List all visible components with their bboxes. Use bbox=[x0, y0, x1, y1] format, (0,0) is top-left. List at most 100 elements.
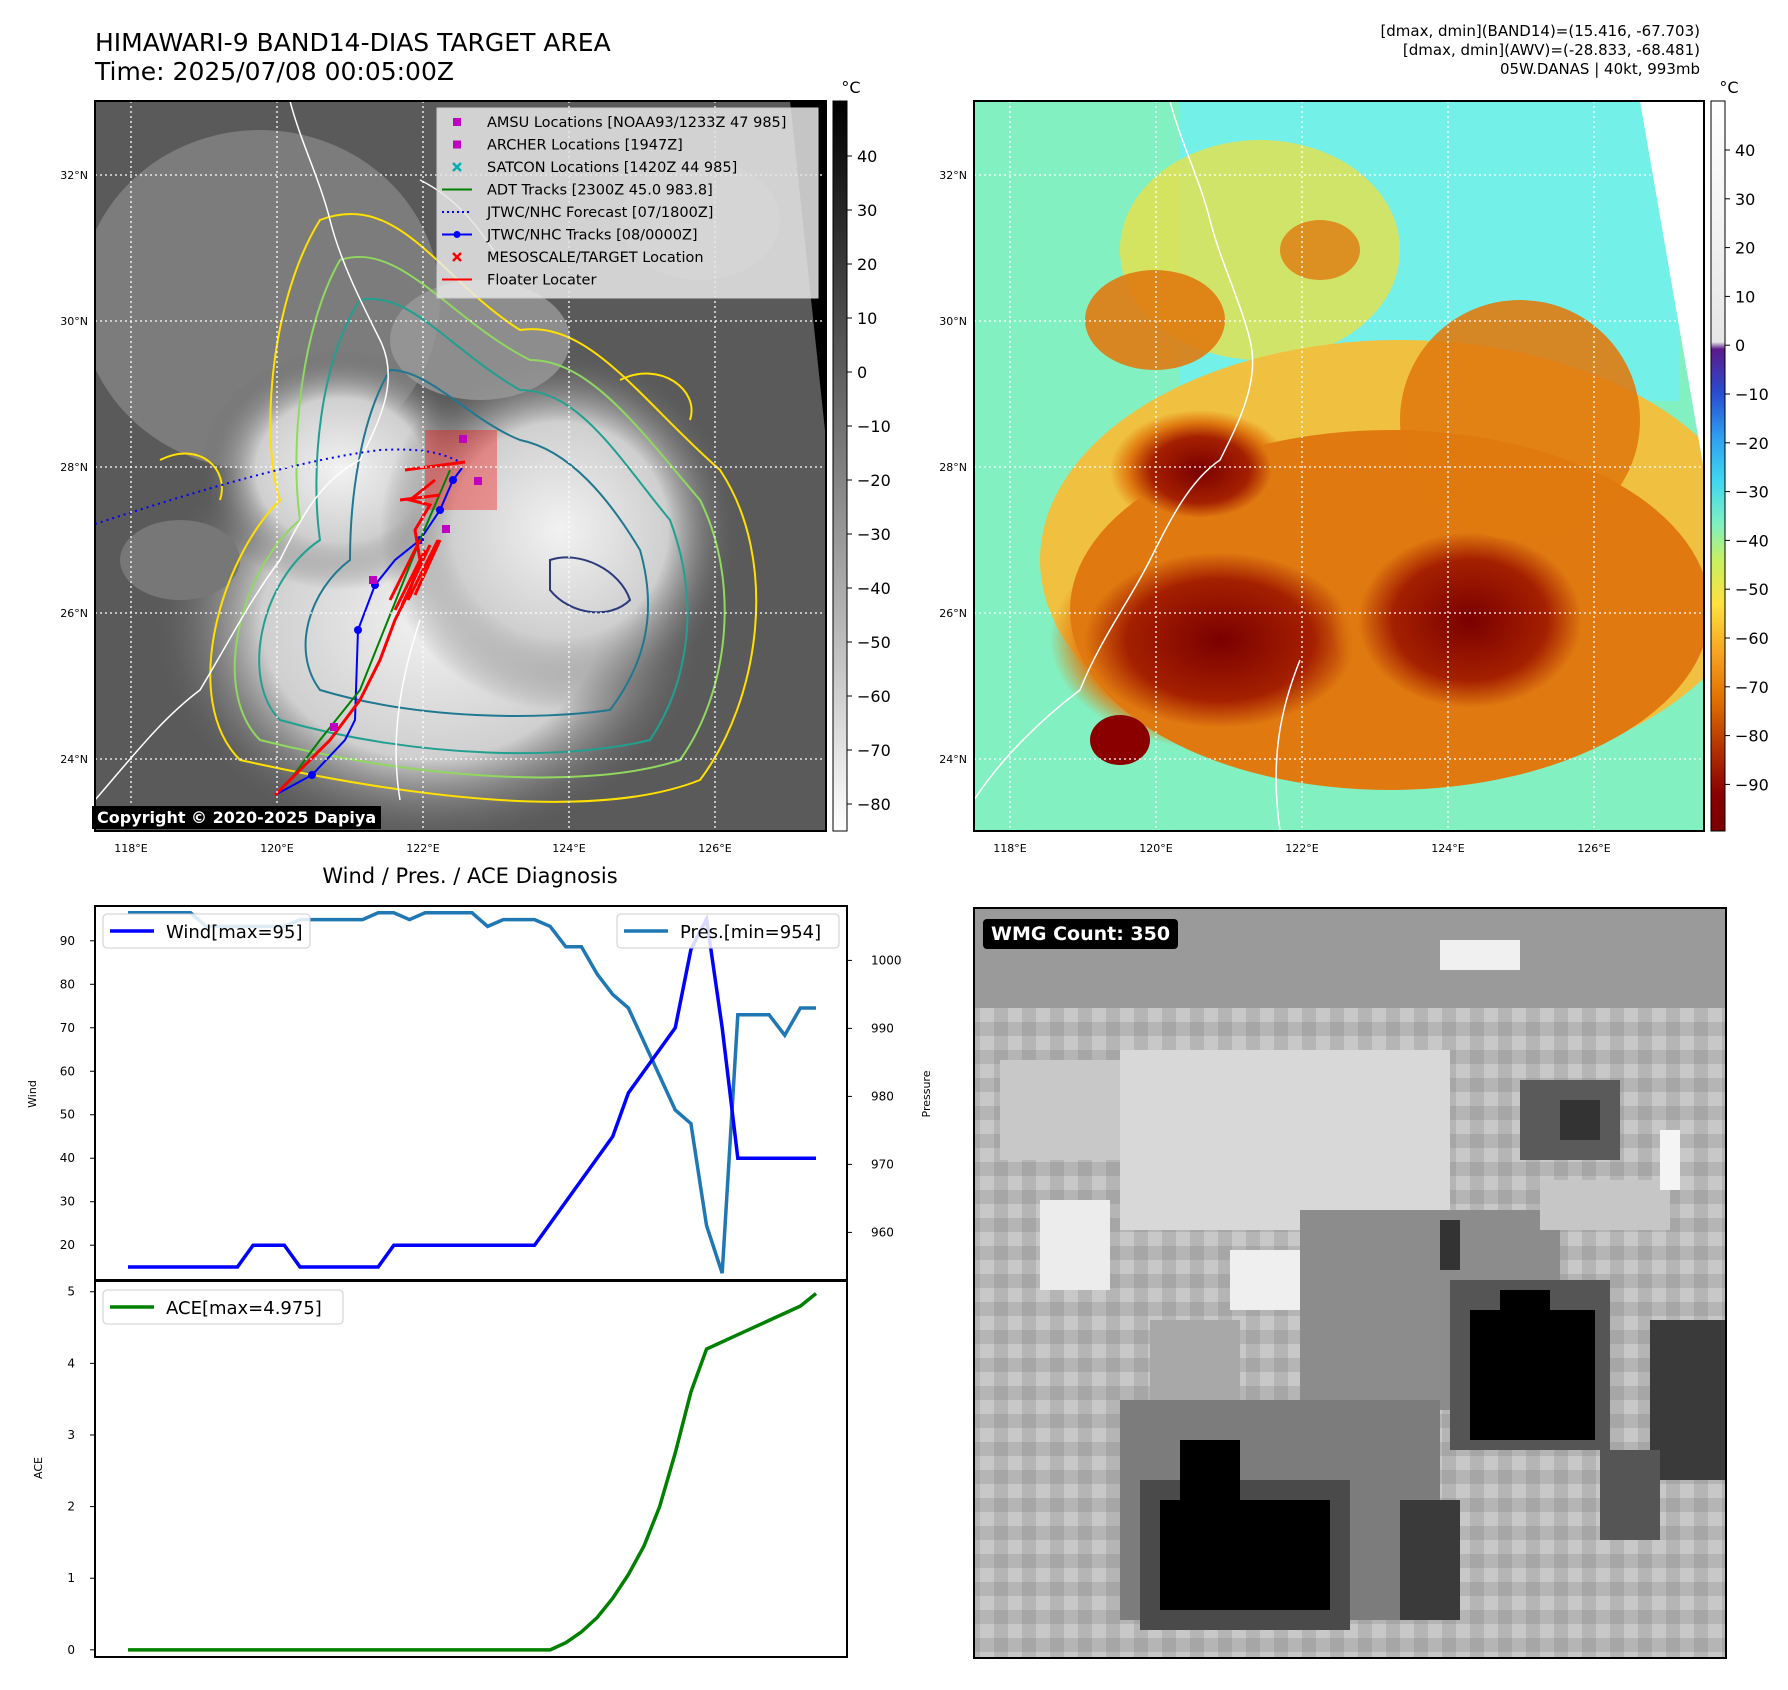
colorbar-tick-label: −80 bbox=[1735, 727, 1769, 746]
ace-legend: ACE[max=4.975] bbox=[102, 1289, 344, 1325]
lat-label: 30°N bbox=[60, 315, 88, 328]
legend-label: ADT Tracks [2300Z 45.0 983.8] bbox=[487, 183, 713, 199]
wind-tick-label: 70 bbox=[60, 1021, 75, 1035]
wind-legend: Wind[max=95] bbox=[102, 913, 311, 949]
lat-label: 32°N bbox=[939, 169, 967, 182]
map-time: Time: 2025/07/08 00:05:00Z bbox=[95, 57, 454, 86]
lat-label: 30°N bbox=[939, 315, 967, 328]
lon-label: 126°E bbox=[1577, 842, 1610, 855]
storm-info: 05W.DANAS | 40kt, 993mb bbox=[1499, 60, 1700, 78]
legend-label: ARCHER Locations [1947Z] bbox=[487, 138, 683, 154]
colorbar-tick-label: 20 bbox=[1735, 239, 1755, 258]
colorbar-tick-label: 40 bbox=[1735, 141, 1755, 160]
colorbar-tick-label: 30 bbox=[857, 201, 877, 220]
ace-tick-label: 0 bbox=[67, 1643, 75, 1657]
wmg-imagery bbox=[974, 908, 1726, 1658]
legend-marker-dot bbox=[453, 231, 461, 238]
colorbar-tick-label: −40 bbox=[1735, 531, 1769, 550]
colorbar-tick-label: −50 bbox=[1735, 580, 1769, 599]
colorbar-tick-label: −70 bbox=[1735, 678, 1769, 697]
lat-label: 26°N bbox=[939, 607, 967, 620]
colorbar-tick-label: 20 bbox=[857, 255, 877, 274]
wind-tick-label: 40 bbox=[60, 1151, 75, 1165]
lat-label: 32°N bbox=[60, 169, 88, 182]
wind-pressure-axes bbox=[94, 905, 848, 1281]
wind-tick-label: 90 bbox=[60, 934, 75, 948]
legend-entry: Floater Locater bbox=[442, 273, 596, 289]
colorbar-tick-label: 10 bbox=[857, 309, 877, 328]
diagnosis-title: Wind / Pres. / ACE Diagnosis bbox=[322, 864, 617, 888]
ace-series-line bbox=[128, 1292, 818, 1652]
wind-tick-label: 60 bbox=[60, 1064, 75, 1078]
colorbar-tick-label: −80 bbox=[857, 795, 891, 814]
lat-label: 26°N bbox=[60, 607, 88, 620]
pressure-axis-label: Pressure bbox=[920, 1070, 933, 1117]
lon-label: 120°E bbox=[1139, 842, 1172, 855]
legend-marker-x bbox=[452, 162, 462, 172]
pressure-tick-label: 980 bbox=[871, 1089, 894, 1103]
colorbar-tick-label: 0 bbox=[1735, 336, 1745, 355]
lon-label: 118°E bbox=[114, 842, 147, 855]
wmg-count-badge: WMG Count: 350 bbox=[983, 919, 1179, 949]
legend-label: MESOSCALE/TARGET Location bbox=[487, 250, 704, 266]
legend-entry: MESOSCALE/TARGET Location bbox=[452, 250, 704, 266]
band14-stats: [dmax, dmin](BAND14)=(15.416, -67.703) bbox=[1380, 22, 1700, 40]
colorbar-tick-label: −30 bbox=[1735, 483, 1769, 502]
legend-label: AMSU Locations [NOAA93/1233Z 47 985] bbox=[487, 115, 786, 131]
pressure-tick-label: 970 bbox=[871, 1157, 894, 1171]
lon-label: 122°E bbox=[1285, 842, 1318, 855]
legend-entry: SATCON Locations [1420Z 44 985] bbox=[452, 160, 737, 176]
lon-label: 124°E bbox=[552, 842, 585, 855]
colorbar-tick-label: 40 bbox=[857, 147, 877, 166]
pressure-tick-label: 1000 bbox=[871, 953, 902, 967]
legend-label: Floater Locater bbox=[487, 273, 596, 289]
colorbar-ir bbox=[832, 100, 848, 832]
colorbar-tick-label: −20 bbox=[1735, 434, 1769, 453]
legend-marker-x bbox=[452, 252, 462, 262]
colorbar-tick-label: 0 bbox=[857, 363, 867, 382]
lat-label: 28°N bbox=[60, 461, 88, 474]
legend-entry: ADT Tracks [2300Z 45.0 983.8] bbox=[442, 183, 713, 199]
pressure-tick-label: 990 bbox=[871, 1021, 894, 1035]
ace-legend-label: ACE[max=4.975] bbox=[166, 1298, 322, 1319]
ace-tick-label: 3 bbox=[67, 1428, 75, 1442]
ace-tick-label: 2 bbox=[67, 1500, 75, 1514]
colorbar-tick-label: 10 bbox=[1735, 287, 1755, 306]
ace-tick-label: 1 bbox=[67, 1571, 75, 1585]
colorbar-tick-label: −10 bbox=[857, 417, 891, 436]
wind-tick-label: 20 bbox=[60, 1238, 75, 1252]
pressure-legend-label: Pres.[min=954] bbox=[680, 922, 821, 943]
legend-label: JTWC/NHC Tracks [08/0000Z] bbox=[486, 228, 698, 244]
legend-entry: JTWC/NHC Forecast [07/1800Z] bbox=[442, 205, 713, 221]
colorbar-tick-label: −60 bbox=[857, 687, 891, 706]
pressure-legend: Pres.[min=954] bbox=[616, 913, 840, 949]
awv-stats: [dmax, dmin](AWV)=(-28.833, -68.481) bbox=[1402, 41, 1700, 59]
copyright-badge: Copyright © 2020-2025 Dapiya bbox=[92, 806, 382, 829]
lon-label: 122°E bbox=[406, 842, 439, 855]
colorbar-tick-label: −60 bbox=[1735, 629, 1769, 648]
colorbar-tick-label: −20 bbox=[857, 471, 891, 490]
colorbar-tick-label: 30 bbox=[1735, 190, 1755, 209]
wind-tick-label: 80 bbox=[60, 977, 75, 991]
legend-entry: AMSU Locations [NOAA93/1233Z 47 985] bbox=[453, 115, 786, 131]
colorbar-tick-label: −30 bbox=[857, 525, 891, 544]
colorbar-tick-label: −50 bbox=[857, 633, 891, 652]
legend-entry: JTWC/NHC Tracks [08/0000Z] bbox=[442, 228, 698, 244]
colorbar-tick-label: −70 bbox=[857, 741, 891, 760]
legend-label: JTWC/NHC Forecast [07/1800Z] bbox=[486, 205, 713, 221]
awv-map-imagery bbox=[974, 101, 1704, 831]
lon-label: 120°E bbox=[260, 842, 293, 855]
colorbar-unit: °C bbox=[841, 78, 860, 97]
lat-label: 24°N bbox=[60, 753, 88, 766]
legend-marker-square bbox=[453, 118, 461, 126]
lat-label: 24°N bbox=[939, 753, 967, 766]
colorbar-tick-label: −10 bbox=[1735, 385, 1769, 404]
colorbar-awv bbox=[1710, 100, 1726, 832]
lon-label: 126°E bbox=[698, 842, 731, 855]
ace-tick-label: 5 bbox=[67, 1285, 75, 1299]
ace-axis-label: ACE bbox=[32, 1457, 45, 1479]
legend-marker-square bbox=[453, 140, 461, 149]
colorbar-tick-label: −90 bbox=[1735, 775, 1769, 794]
wind-tick-label: 50 bbox=[60, 1108, 75, 1122]
